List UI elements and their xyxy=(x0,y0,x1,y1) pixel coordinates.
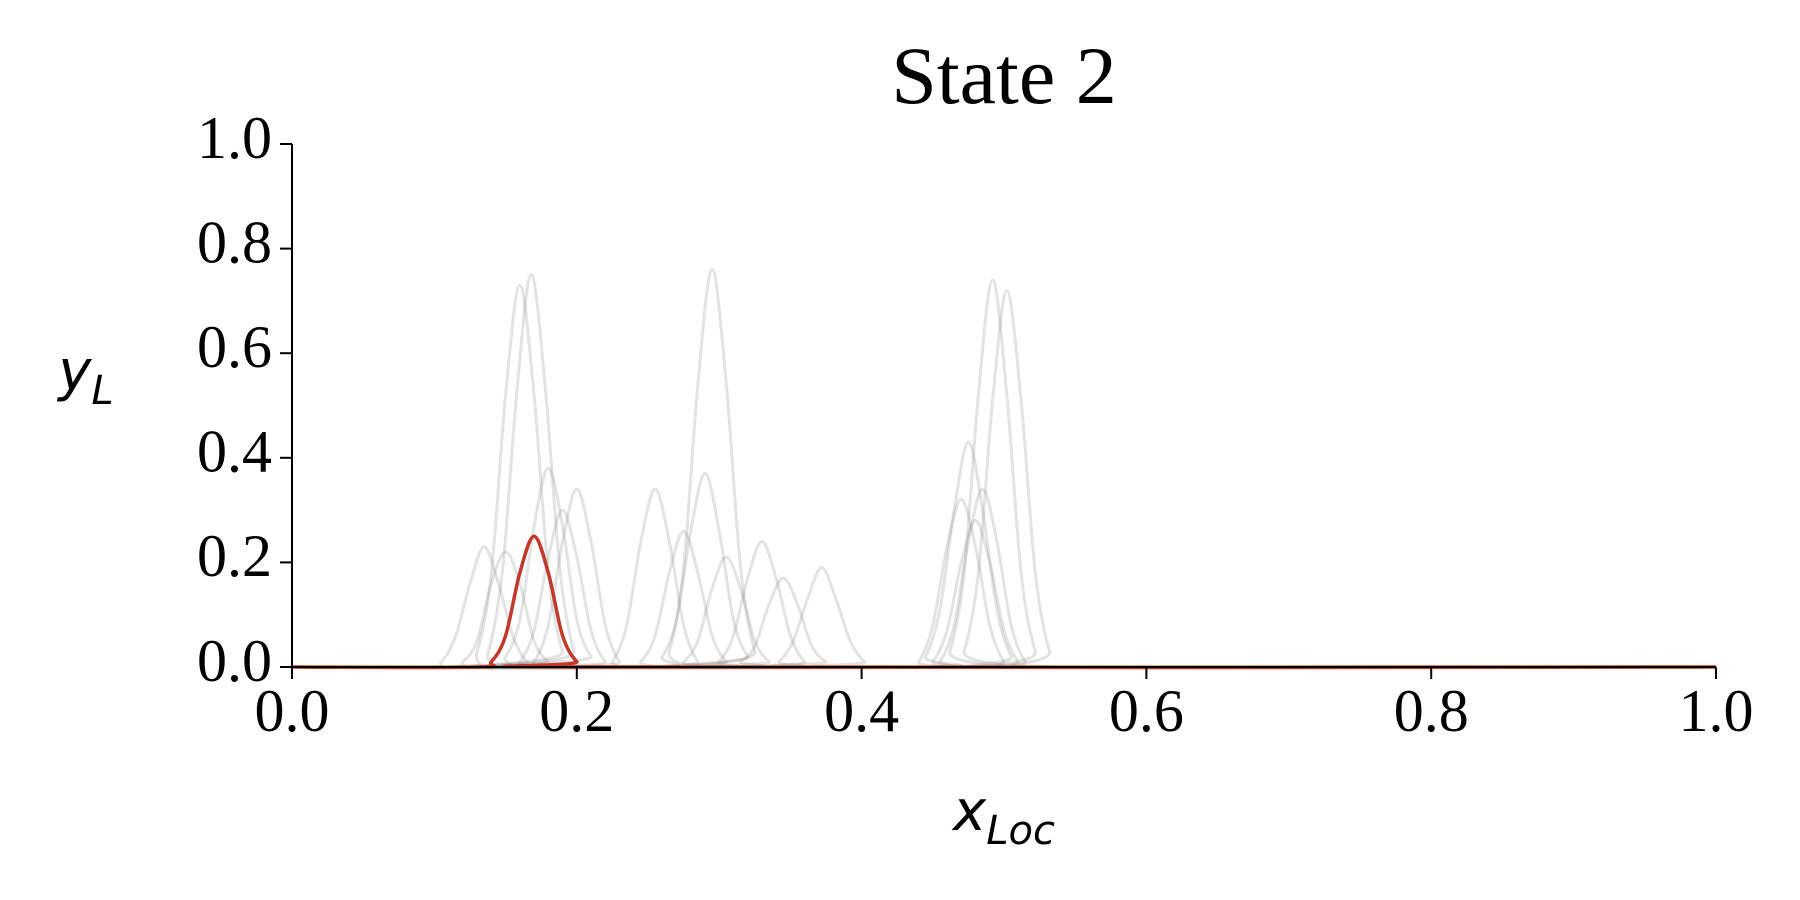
x-label-sub: Loc xyxy=(986,808,1055,854)
x-tick-label: 1.0 xyxy=(1679,678,1754,744)
x-tick-label: 0.0 xyxy=(255,678,330,744)
y-tick-label: 1.0 xyxy=(197,105,272,171)
x-tick-label: 0.8 xyxy=(1394,678,1469,744)
x-label-main: x xyxy=(951,779,987,844)
x-tick-label: 0.2 xyxy=(539,678,614,744)
y-tick-label: 0.8 xyxy=(197,209,272,275)
x-tick-label: 0.4 xyxy=(824,678,899,744)
line xyxy=(291,545,1717,669)
y-tick-label: 0.4 xyxy=(197,419,272,485)
y-label-sub: L xyxy=(91,368,113,414)
x-axis-label: xLoc xyxy=(951,779,1055,854)
line xyxy=(291,534,1717,670)
y-tick-label: 0.2 xyxy=(197,523,272,589)
y-tick-label: 0.6 xyxy=(197,314,272,380)
chart-title: State 2 xyxy=(891,30,1116,121)
x-tick-label: 0.6 xyxy=(1109,678,1184,744)
y-axis-label: yL xyxy=(56,339,113,414)
y-tick-label: 0.0 xyxy=(197,628,272,694)
y-label-main: y xyxy=(56,339,92,404)
